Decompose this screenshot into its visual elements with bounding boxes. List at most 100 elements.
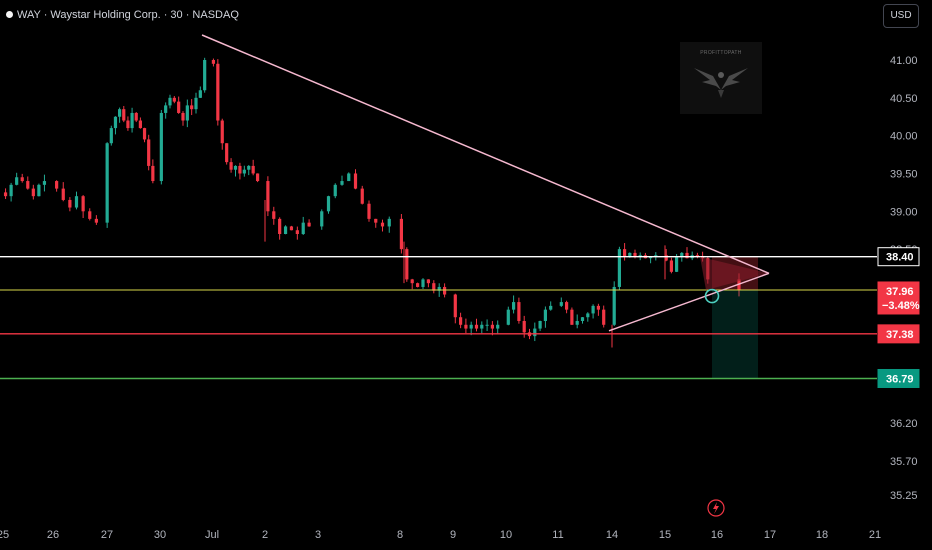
candle-body xyxy=(575,321,579,325)
candle-body xyxy=(326,196,331,212)
candle-body xyxy=(533,328,537,337)
candle-body xyxy=(3,192,8,197)
y-tick-label: 35.70 xyxy=(890,456,918,468)
candle-body xyxy=(485,324,489,326)
candle-body xyxy=(238,165,242,174)
candle-body xyxy=(649,256,653,259)
candle-body xyxy=(480,324,484,329)
candle-body xyxy=(459,317,463,325)
lightning-bolt-icon xyxy=(713,502,719,514)
candle-body xyxy=(549,305,553,310)
candle-body xyxy=(164,105,168,113)
price-tag-value: 37.38 xyxy=(886,329,914,341)
candle-body xyxy=(105,143,109,223)
candle-body xyxy=(580,317,585,321)
candle-body xyxy=(220,120,224,144)
candle-body xyxy=(113,116,118,129)
candle-body xyxy=(538,321,542,329)
candle-body xyxy=(399,218,403,250)
price-tag-red xyxy=(877,324,920,344)
candle-body xyxy=(675,256,679,272)
candle-body xyxy=(543,309,547,321)
x-tick-label: 30 xyxy=(154,529,166,541)
x-tick-label: 2 xyxy=(262,529,268,541)
candle-body xyxy=(159,112,163,182)
candle-body xyxy=(26,181,30,189)
status-dot xyxy=(6,11,13,18)
triangle-lower-line[interactable] xyxy=(608,272,770,332)
candle-body xyxy=(203,60,207,91)
candle-body xyxy=(247,165,251,170)
candle-body xyxy=(685,252,689,259)
candle-body xyxy=(118,109,122,117)
currency-button[interactable]: USD xyxy=(883,4,919,28)
candle-body xyxy=(654,255,658,257)
candle-body xyxy=(586,313,590,318)
candle-body xyxy=(278,218,282,234)
candle-body xyxy=(496,324,500,329)
candle-body xyxy=(109,128,113,144)
candle-body xyxy=(340,181,344,185)
candle-body xyxy=(333,184,337,197)
candle-body xyxy=(602,309,606,325)
candle-body xyxy=(387,218,391,227)
y-tick-label: 41.00 xyxy=(890,55,918,67)
candle-body xyxy=(181,112,185,121)
x-tick-label: 25 xyxy=(0,529,9,541)
symbol-title-text: WAY · Waystar Holding Corp. · 30 · NASDA… xyxy=(17,9,239,21)
candle-body xyxy=(61,188,65,200)
candle-body xyxy=(194,97,198,110)
candle-body xyxy=(506,309,510,325)
candle-body xyxy=(559,302,563,306)
watermark-text: PROFITTOPATH xyxy=(700,50,742,56)
candle-body xyxy=(426,279,430,284)
candle-body xyxy=(283,226,288,234)
candle-body xyxy=(81,196,85,212)
candle-body xyxy=(94,218,98,223)
x-tick-label: 14 xyxy=(606,529,618,541)
candle-body xyxy=(617,249,621,287)
x-tick-label: 10 xyxy=(500,529,512,541)
candle-body xyxy=(134,112,138,121)
y-tick-label: 40.50 xyxy=(890,93,918,105)
candle-body xyxy=(623,249,627,257)
candle-body xyxy=(88,211,92,219)
candle-body xyxy=(147,139,151,166)
triangle-pattern[interactable] xyxy=(201,34,770,332)
candle-body xyxy=(255,173,260,182)
markers xyxy=(704,288,725,517)
candle-body xyxy=(42,181,47,185)
lightning-icon[interactable] xyxy=(707,499,725,517)
candle-body xyxy=(211,60,216,64)
candle-body xyxy=(591,305,595,314)
x-tick-label: 3 xyxy=(315,529,321,541)
candle-body xyxy=(347,173,351,182)
candle-body xyxy=(353,173,358,189)
candle-body xyxy=(68,199,72,208)
candle-body xyxy=(405,249,409,280)
horizontal-lines xyxy=(0,255,877,380)
symbol-title[interactable]: WAY · Waystar Holding Corp. · 30 · NASDA… xyxy=(6,9,239,21)
candle-body xyxy=(680,252,684,257)
candle-body xyxy=(416,283,420,287)
candle-body xyxy=(216,63,220,121)
candle-body xyxy=(633,252,637,257)
price-tag-green xyxy=(877,368,920,388)
candle-body xyxy=(185,105,189,121)
candle-body xyxy=(15,177,19,185)
candle-body xyxy=(432,283,436,291)
triangle-upper-line[interactable] xyxy=(201,34,770,275)
candle-body xyxy=(628,252,632,257)
candle-body xyxy=(233,165,238,170)
x-tick-label: 9 xyxy=(450,529,456,541)
candle-body xyxy=(229,162,233,170)
candle-body xyxy=(289,226,294,231)
candle-body xyxy=(9,184,13,197)
y-tick-label: 39.50 xyxy=(890,168,918,180)
time-axis[interactable]: 25 26 27 30 Jul 2 3 8 9 10 11 14 15 16 17 18 21 xyxy=(0,529,881,541)
candle-body xyxy=(360,188,364,204)
candle-body xyxy=(570,309,574,325)
y-tick-label: 36.20 xyxy=(890,418,918,430)
candle-body xyxy=(198,90,202,98)
